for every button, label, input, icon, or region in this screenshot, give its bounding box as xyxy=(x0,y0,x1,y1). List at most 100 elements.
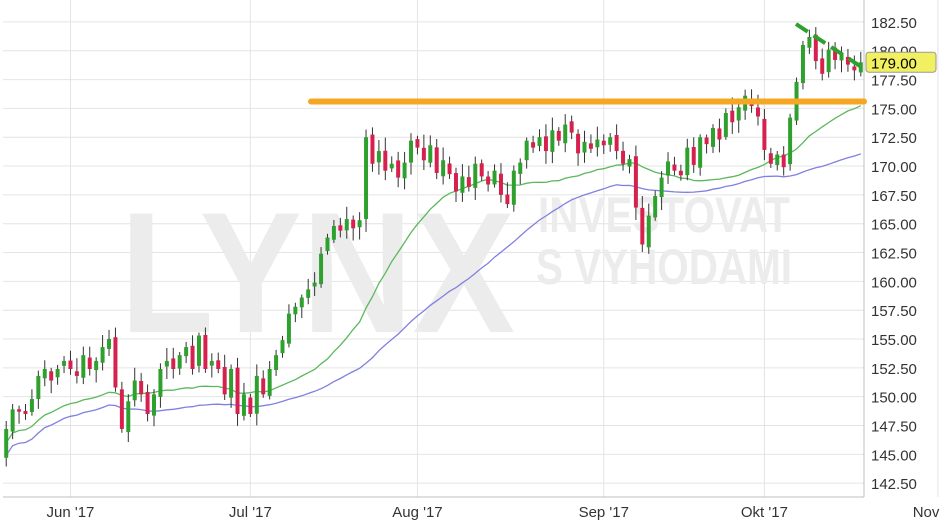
candle-33 xyxy=(216,352,221,374)
candle-61 xyxy=(396,151,401,188)
candle-body-30 xyxy=(196,335,201,366)
candle-body-101 xyxy=(653,196,658,218)
candle-body-36 xyxy=(235,367,240,414)
candle-40 xyxy=(261,370,266,398)
candle-body-59 xyxy=(383,150,388,171)
candle-body-19 xyxy=(126,401,131,433)
candle-body-80 xyxy=(518,162,523,174)
candle-3 xyxy=(23,403,28,420)
candle-body-24 xyxy=(158,369,163,397)
candle-59 xyxy=(383,137,388,181)
candle-body-40 xyxy=(261,378,266,395)
y-tick-label-1: 145.00 xyxy=(871,447,917,464)
candle-body-99 xyxy=(640,207,645,245)
candle-83 xyxy=(537,129,542,152)
watermark: LYNX INVESTOVAT S VYHODAMI xyxy=(120,177,792,369)
candle-body-31 xyxy=(203,334,208,370)
candle-27 xyxy=(177,352,182,375)
candle-body-125 xyxy=(807,36,812,48)
candle-body-56 xyxy=(364,137,369,220)
candle-body-25 xyxy=(164,360,169,367)
candle-12 xyxy=(81,346,86,385)
candle-6 xyxy=(42,360,47,387)
candle-52 xyxy=(338,217,343,238)
candle-99 xyxy=(640,196,645,252)
last-price-tag: 179.00 xyxy=(865,51,937,73)
candle-body-71 xyxy=(460,176,465,193)
candle-127 xyxy=(820,48,825,81)
candle-body-34 xyxy=(222,366,227,395)
candle-65 xyxy=(421,134,426,171)
candle-body-113 xyxy=(730,110,735,123)
candle-81 xyxy=(524,137,529,169)
candle-body-129 xyxy=(833,47,838,60)
candle-96 xyxy=(621,141,626,171)
candle-body-79 xyxy=(511,170,516,205)
candle-47 xyxy=(306,278,311,305)
candle-body-2 xyxy=(17,409,22,412)
candle-74 xyxy=(479,159,484,182)
candle-body-8 xyxy=(55,369,60,378)
y-tick-label-11: 170.00 xyxy=(871,159,917,176)
candle-body-20 xyxy=(132,380,137,401)
candle-103 xyxy=(666,152,671,184)
candle-16 xyxy=(107,329,112,356)
candle-101 xyxy=(653,190,658,221)
candle-body-74 xyxy=(479,163,484,177)
candle-37 xyxy=(241,382,246,421)
candle-body-3 xyxy=(23,411,28,414)
candle-body-120 xyxy=(775,154,780,165)
candle-0 xyxy=(4,420,9,467)
candle-body-47 xyxy=(306,289,311,298)
candle-100 xyxy=(646,203,651,254)
candle-31 xyxy=(203,327,208,373)
candle-body-97 xyxy=(627,159,632,167)
candle-body-119 xyxy=(768,153,773,164)
candle-body-110 xyxy=(711,127,715,147)
candle-98 xyxy=(633,145,638,221)
candle-body-95 xyxy=(614,134,619,152)
candle-45 xyxy=(293,302,298,323)
candle-body-89 xyxy=(576,133,581,154)
candle-body-111 xyxy=(717,128,722,140)
x-axis: Jun '17 Jul '17 Aug '17 Sep '17 Okt '17 Nov '… xyxy=(47,504,942,521)
candle-body-100 xyxy=(646,215,651,248)
candle-body-73 xyxy=(473,163,478,188)
candle-body-41 xyxy=(267,369,272,396)
candle-body-88 xyxy=(569,121,574,133)
candle-body-17 xyxy=(113,337,118,388)
candle-body-57 xyxy=(370,134,375,164)
candle-79 xyxy=(511,165,516,212)
y-axis: 142.50 145.00 147.50 150.00 152.50 155.00 157.… xyxy=(871,15,917,493)
candle-122 xyxy=(788,113,793,171)
candle-body-108 xyxy=(698,137,703,168)
candle-body-26 xyxy=(171,358,176,370)
y-tick-label-6: 157.50 xyxy=(871,303,917,320)
candle-body-21 xyxy=(139,380,144,395)
candle-41 xyxy=(267,361,272,400)
candle-91 xyxy=(588,134,593,154)
y-tick-label-2: 147.50 xyxy=(871,419,917,436)
candle-body-104 xyxy=(672,164,677,171)
x-tick-label-5: Nov '17 xyxy=(913,504,942,521)
candle-22 xyxy=(145,384,150,422)
candle-body-81 xyxy=(524,140,529,161)
candle-body-109 xyxy=(704,137,709,145)
candle-body-121 xyxy=(781,154,786,168)
candle-body-78 xyxy=(505,194,510,205)
candle-129 xyxy=(833,42,838,70)
candle-body-11 xyxy=(74,371,79,376)
candle-body-130 xyxy=(839,54,844,61)
candle-body-49 xyxy=(319,253,324,285)
candle-8 xyxy=(55,364,60,385)
candle-49 xyxy=(319,247,324,288)
candle-67 xyxy=(434,139,439,180)
y-tick-label-8: 162.50 xyxy=(871,246,917,263)
candle-1 xyxy=(10,403,15,440)
candle-29 xyxy=(190,335,195,375)
downtrend-line xyxy=(794,22,868,72)
candle-body-28 xyxy=(184,347,189,357)
candle-body-132 xyxy=(852,66,857,71)
candle-body-18 xyxy=(119,389,124,429)
y-tick-label-12: 172.50 xyxy=(871,130,917,147)
